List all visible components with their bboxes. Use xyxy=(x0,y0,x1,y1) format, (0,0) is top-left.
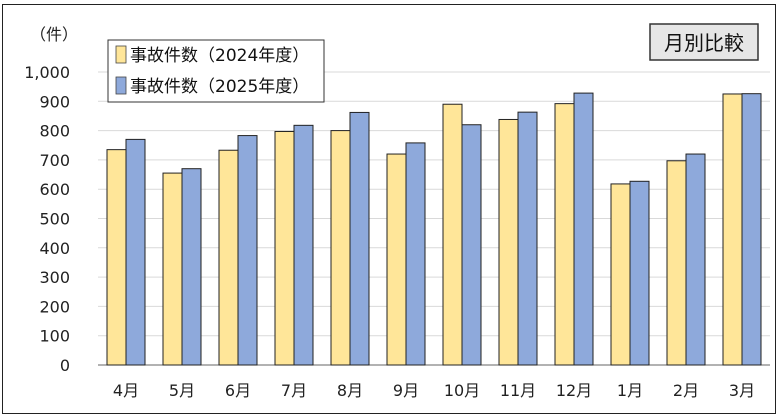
bar-2024 xyxy=(442,103,463,366)
y-axis-ticks: 0 100 200 300 400 500 600 700 800 900 1,000 xyxy=(24,63,70,375)
badge-label: 月別比較 xyxy=(664,31,744,55)
bar-2025 xyxy=(573,92,594,366)
y-axis-unit-label: （件） xyxy=(30,25,78,44)
bar-2024 xyxy=(218,149,239,366)
bar-2024 xyxy=(722,93,743,366)
y-tick-label: 0 xyxy=(60,356,70,375)
bar-2025 xyxy=(741,93,762,366)
x-tick-label: 8月 xyxy=(337,381,363,400)
bar-2024 xyxy=(554,103,575,366)
x-tick-label: 6月 xyxy=(225,381,251,400)
y-tick-label: 400 xyxy=(39,239,70,258)
x-tick-label: 10月 xyxy=(444,381,480,400)
legend-box xyxy=(107,39,325,103)
y-tick-label: 600 xyxy=(39,180,70,199)
x-tick-label: 1月 xyxy=(617,381,643,400)
bar-2024 xyxy=(162,172,183,366)
bar-2024 xyxy=(274,130,295,366)
bar-2025 xyxy=(685,153,706,366)
x-tick-label: 11月 xyxy=(500,381,536,400)
bar-2025 xyxy=(517,111,538,366)
legend-label-2024: 事故件数（2024年度） xyxy=(130,46,309,66)
bar-2024 xyxy=(610,183,631,366)
title-badge: 月別比較 xyxy=(649,23,759,61)
bar-2024 xyxy=(498,118,519,366)
legend: 事故件数（2024年度） 事故件数（2025年度） xyxy=(107,39,325,103)
bar-2025 xyxy=(405,142,426,366)
badge-box xyxy=(649,23,759,61)
bar-2025 xyxy=(125,138,146,366)
bar-2024 xyxy=(386,153,407,366)
x-tick-label: 2月 xyxy=(673,381,699,400)
y-tick-label: 700 xyxy=(39,151,70,170)
x-tick-label: 12月 xyxy=(556,381,592,400)
bar-2024 xyxy=(330,130,351,366)
bar-2024 xyxy=(666,160,687,366)
x-tick-label: 9月 xyxy=(393,381,419,400)
y-tick-label: 1,000 xyxy=(24,63,70,82)
y-tick-label: 900 xyxy=(39,92,70,111)
y-tick-label: 800 xyxy=(39,122,70,141)
y-tick-label: 100 xyxy=(39,327,70,346)
bar-2025 xyxy=(293,124,314,366)
x-axis-ticks: 4月 5月 6月 7月 8月 9月 10月 11月 12月 1月 2月 3月 xyxy=(113,381,755,400)
bars xyxy=(106,92,762,366)
x-tick-label: 5月 xyxy=(169,381,195,400)
x-tick-label: 4月 xyxy=(113,381,139,400)
y-tick-label: 300 xyxy=(39,268,70,287)
bar-2025 xyxy=(181,168,202,366)
bar-2025 xyxy=(237,135,258,366)
bar-2024 xyxy=(106,149,127,366)
bar-2025 xyxy=(349,111,370,366)
bar-2025 xyxy=(629,180,650,366)
legend-swatch-2025 xyxy=(115,76,127,95)
y-tick-label: 500 xyxy=(39,210,70,229)
y-tick-label: 200 xyxy=(39,297,70,316)
legend-swatch-2024 xyxy=(115,45,127,64)
bar-2025 xyxy=(461,124,482,366)
x-tick-label: 7月 xyxy=(281,381,307,400)
x-tick-label: 3月 xyxy=(729,381,755,400)
legend-label-2025: 事故件数（2025年度） xyxy=(130,77,309,97)
